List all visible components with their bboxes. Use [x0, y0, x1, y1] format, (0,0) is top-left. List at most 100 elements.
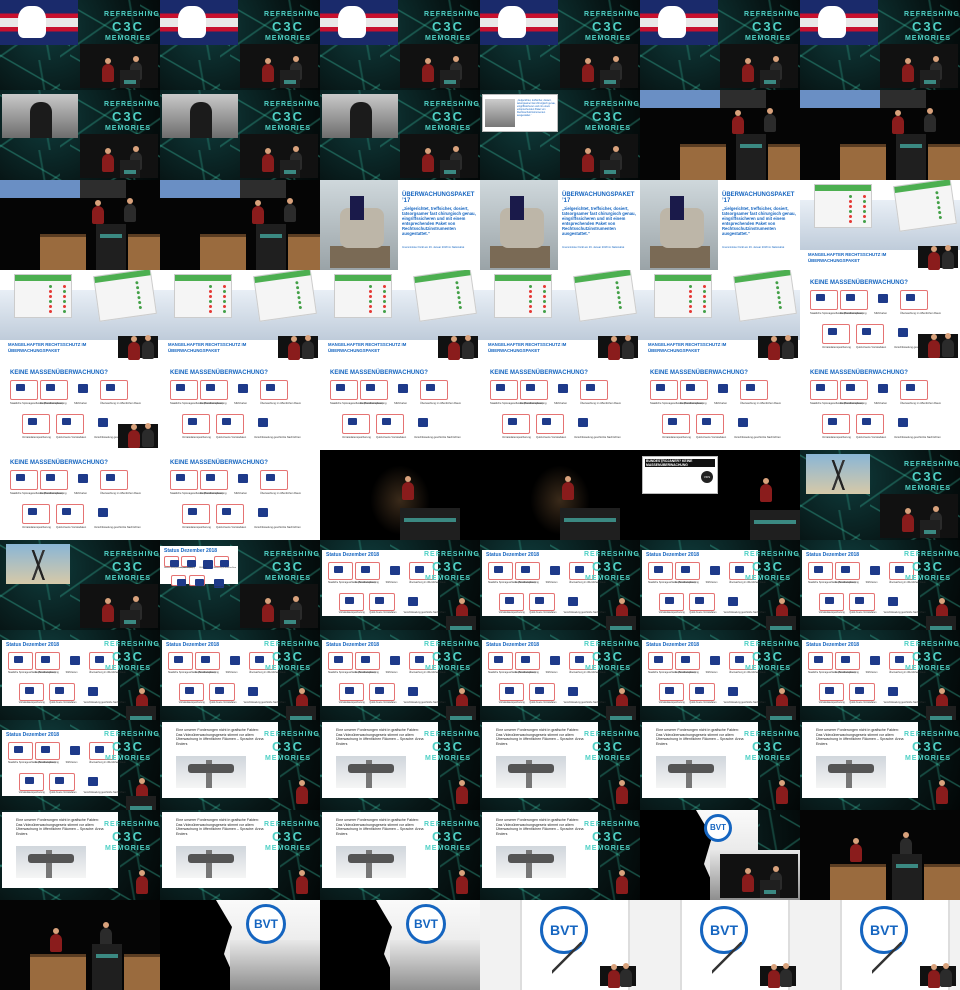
thumb-iwo-jima[interactable]: REFRESHING C3C MEMORIES: [800, 450, 960, 540]
logo-line-2: C3C: [271, 559, 304, 574]
thumb-speaker[interactable]: [480, 450, 640, 540]
thumb-flag[interactable]: REFRESHING C3C MEMORIES: [640, 0, 800, 90]
status-dot: [63, 310, 66, 313]
thumb-status[interactable]: Status Dezember 2018 Staatliche Spionages…: [0, 720, 160, 810]
surveillance-icon: [569, 652, 595, 670]
thumb-keine-massenueberwachung[interactable]: KEINE MASSENÜBERWACHUNG? Staatliche Spion…: [320, 360, 480, 450]
politician-figure: [350, 102, 372, 138]
comparison-table: [253, 270, 317, 322]
thumb-mangelhafter[interactable]: MANGELHAFTER RECHTSSCHUTZ IM ÜBERWACHUNGS…: [800, 180, 960, 270]
thumb-politician[interactable]: REFRESHING C3C MEMORIES: [160, 90, 320, 180]
thumb-stage-solo[interactable]: [800, 810, 960, 900]
surveillance-icon: [49, 772, 75, 791]
thumb-mangelhafter[interactable]: MANGELHAFTER RECHTSSCHUTZ IM ÜBERWACHUNGS…: [0, 270, 160, 360]
table-header: [175, 275, 231, 281]
thumb-bvt-cup[interactable]: BVT: [640, 900, 800, 990]
surveillance-icon: [409, 652, 435, 670]
thumb-status[interactable]: Status Dezember 2018 Staatliche Spionages…: [480, 540, 640, 630]
logo-line-3: MEMORIES: [744, 575, 792, 582]
status-dot: [529, 290, 532, 293]
thumb-mangelhafter[interactable]: MANGELHAFTER RECHTSSCHUTZ IM ÜBERWACHUNGS…: [640, 270, 800, 360]
thumb-mangelhafter[interactable]: MANGELHAFTER RECHTSSCHUTZ IM ÜBERWACHUNGS…: [320, 270, 480, 360]
thumb-keine-massenueberwachung[interactable]: KEINE MASSENÜBERWACHUNG? Staatliche Spion…: [160, 360, 320, 450]
thumb-stage-wide[interactable]: [0, 180, 160, 270]
thumb-keine-massenueberwachung[interactable]: KEINE MASSENÜBERWACHUNG? Staatliche Spion…: [0, 360, 160, 450]
thumb-status[interactable]: Status Dezember 2018 Staatliche Spionages…: [640, 540, 800, 630]
thumb-politician[interactable]: REFRESHING C3C MEMORIES: [0, 90, 160, 180]
thumb-status[interactable]: Status Dezember 2018 Staatliche Spionages…: [800, 540, 960, 630]
icon-glyph: [176, 474, 185, 481]
thumb-camera-slide[interactable]: Eine unserer Forderungen nicht in grafis…: [800, 720, 960, 810]
speaker-head: [771, 336, 777, 342]
logo-line-1: REFRESHING: [264, 101, 320, 108]
speaker-figure: [92, 206, 104, 224]
thumb-keine-massenueberwachung[interactable]: KEINE MASSENÜBERWACHUNG? Staatliche Spion…: [160, 450, 320, 540]
thumb-camera-slide[interactable]: Eine unserer Forderungen nicht in grafis…: [480, 720, 640, 810]
thumb-status[interactable]: Status Dezember 2018 Staatliche Spionages…: [320, 540, 480, 630]
surveillance-icon: [247, 686, 258, 696]
icon-label: Kennzeichenerfassung: [840, 312, 867, 315]
thumb-camera-slide[interactable]: Eine unserer Forderungen nicht in grafis…: [160, 720, 320, 810]
speaker-head: [255, 200, 261, 206]
thumb-politician[interactable]: REFRESHING C3C MEMORIES: [320, 90, 480, 180]
thumb-document[interactable]: „zielgerichtet, treffsicher, dosiert, ta…: [480, 90, 640, 180]
logo-line-3: MEMORIES: [904, 665, 952, 672]
thumb-iwo-jima[interactable]: REFRESHING C3C MEMORIES: [0, 540, 160, 630]
thumb-camera-slide[interactable]: Eine unserer Forderungen nicht in grafis…: [160, 810, 320, 900]
thumb-quote-slide[interactable]: ÜBERWACHUNGSPAKET ’17 „zielgerichtet, tre…: [320, 180, 480, 270]
thumb-camera-slide[interactable]: Eine unserer Forderungen nicht in grafis…: [320, 720, 480, 810]
thumb-status[interactable]: Status Dezember 2018 Staatliche Spionages…: [480, 630, 640, 720]
surveillance-icon: [78, 384, 88, 393]
thumb-news[interactable]: BUNDESTROJANER? KEINE MASSENÜBERWACHUNG V…: [640, 450, 800, 540]
thumb-bvt-full[interactable]: BVT: [160, 900, 320, 990]
logo-line-1: REFRESHING: [104, 821, 160, 828]
thumb-bvt-full[interactable]: BVT: [320, 900, 480, 990]
logo-line-1: REFRESHING: [904, 551, 960, 558]
thumb-keine-massenueberwachung[interactable]: KEINE MASSENÜBERWACHUNG? Staatliche Spion…: [800, 360, 960, 450]
thumb-flag[interactable]: REFRESHING C3C MEMORIES: [0, 0, 160, 90]
status-dot: [209, 290, 212, 293]
thumb-stage-wide[interactable]: [160, 180, 320, 270]
thumb-stage-wide[interactable]: [640, 90, 800, 180]
thumb-flag[interactable]: REFRESHING C3C MEMORIES: [480, 0, 640, 90]
thumb-status[interactable]: Status Dezember 2018 Staatliche Spionages…: [640, 630, 800, 720]
thumb-bvt-cup[interactable]: BVT: [480, 900, 640, 990]
thumb-status[interactable]: Status Dezember 2018 Staatliche Spionages…: [0, 630, 160, 720]
thumb-stage-wide[interactable]: [800, 90, 960, 180]
thumb-camera-slide[interactable]: Eine unserer Forderungen nicht in grafis…: [640, 720, 800, 810]
speaker-head: [425, 148, 431, 154]
thumb-flag[interactable]: REFRESHING C3C MEMORIES: [160, 0, 320, 90]
icon-label: Verschlüsselung geschützte Nachrichten: [894, 436, 941, 439]
surveillance-icon: [536, 414, 564, 434]
thumb-stage-solo[interactable]: [0, 900, 160, 990]
thumb-status[interactable]: Status Dezember 2018 Staatliche Spionages…: [800, 630, 960, 720]
thumb-flag[interactable]: REFRESHING C3C MEMORIES: [800, 0, 960, 90]
icon-label: Vorratsdatenspeicherung: [182, 526, 211, 529]
comparison-table: [494, 274, 552, 318]
thumb-bvt-small[interactable]: BVT: [640, 810, 800, 900]
thumb-quote-slide[interactable]: ÜBERWACHUNGSPAKET ’17 „zielgerichtet, tre…: [480, 180, 640, 270]
thumb-status[interactable]: Status Dezember 2018 Staatliche Spionages…: [320, 630, 480, 720]
thumb-quote-slide[interactable]: ÜBERWACHUNGSPAKET ’17 „zielgerichtet, tre…: [640, 180, 800, 270]
thumb-camera-slide[interactable]: Eine unserer Forderungen nicht in grafis…: [320, 810, 480, 900]
thumb-camera-slide[interactable]: Eine unserer Forderungen nicht in grafis…: [480, 810, 640, 900]
status-dot: [63, 305, 66, 308]
thumb-keine-massenueberwachung[interactable]: KEINE MASSENÜBERWACHUNG? Staatliche Spion…: [640, 360, 800, 450]
surveillance-icon: [87, 776, 98, 786]
thumb-keine-massenueberwachung[interactable]: KEINE MASSENÜBERWACHUNG? Staatliche Spion…: [480, 360, 640, 450]
surveillance-icon: [238, 474, 248, 483]
icon-label: Kennzeichenerfassung: [680, 402, 707, 405]
thumb-camera-slide[interactable]: Eine unserer Forderungen nicht in grafis…: [0, 810, 160, 900]
slide-source: Innenminister Kickl am 29. Januar 2018 i…: [402, 246, 465, 249]
thumb-keine-massenueberwachung[interactable]: KEINE MASSENÜBERWACHUNG? Staatliche Spion…: [800, 270, 960, 360]
thumb-bvt-cup[interactable]: BVT: [800, 900, 960, 990]
speaker-head: [299, 780, 305, 786]
thumb-mangelhafter[interactable]: MANGELHAFTER RECHTSSCHUTZ IM ÜBERWACHUNGS…: [160, 270, 320, 360]
thumb-status[interactable]: Status Dezember 2018 Staatliche Spionages…: [160, 630, 320, 720]
thumb-keine-massenueberwachung[interactable]: KEINE MASSENÜBERWACHUNG? Staatliche Spion…: [0, 450, 160, 540]
icon-label: Staatliche Spionagesoftware (Bundestroja…: [490, 402, 543, 405]
thumb-flag[interactable]: REFRESHING C3C MEMORIES: [320, 0, 480, 90]
thumb-mangelhafter[interactable]: MANGELHAFTER RECHTSSCHUTZ IM ÜBERWACHUNGS…: [480, 270, 640, 360]
thumb-status-small[interactable]: Status Dezember 2018 Staatliche Spionages…: [160, 540, 320, 630]
thumb-speaker[interactable]: [320, 450, 480, 540]
